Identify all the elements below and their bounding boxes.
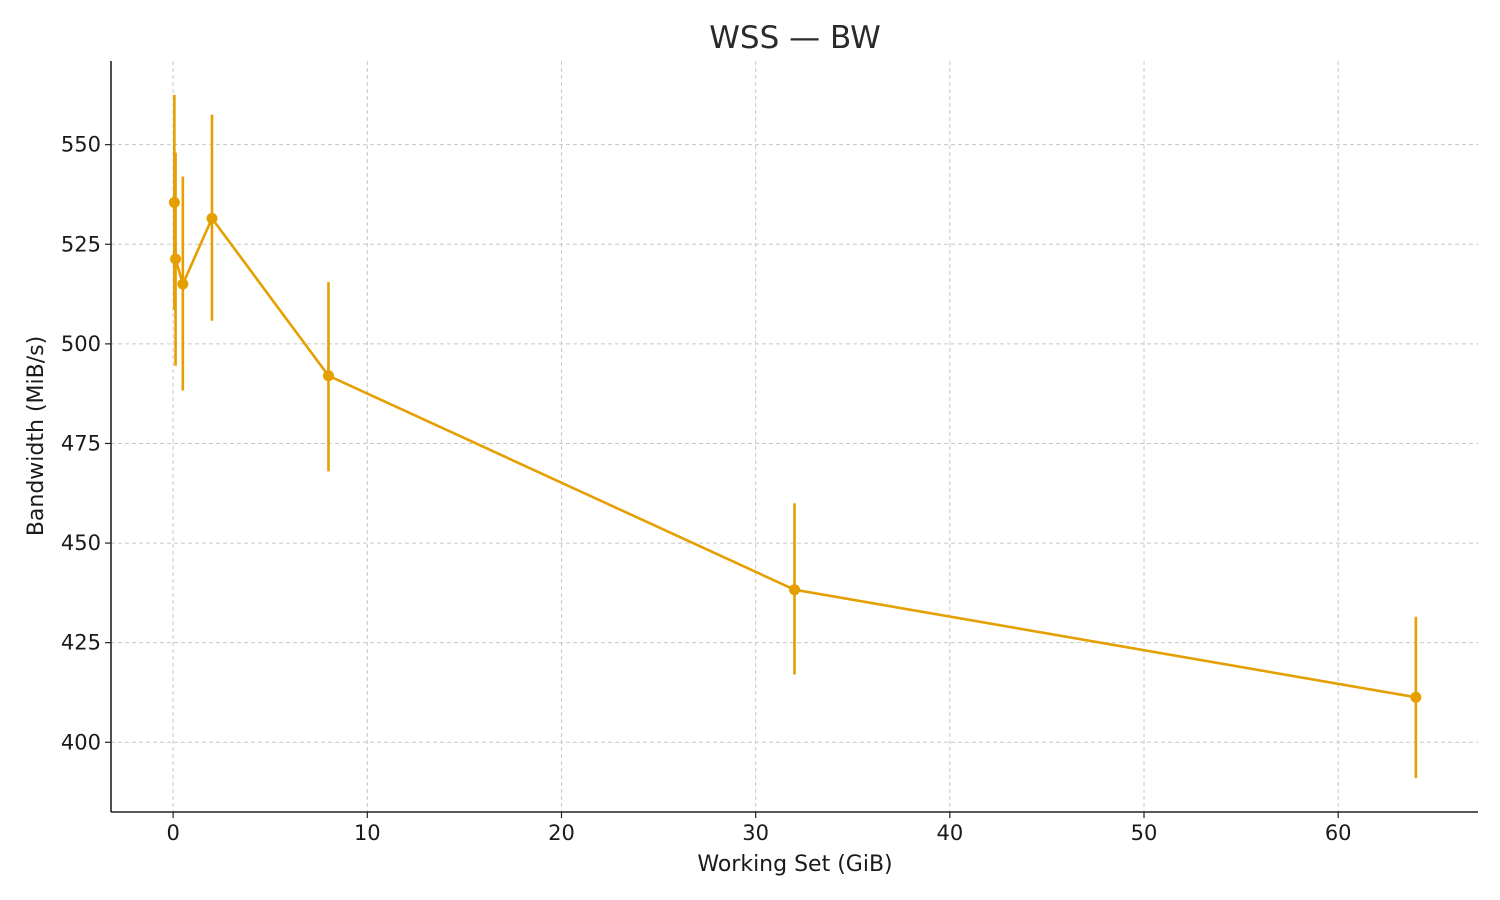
chart-title: WSS — BW (709, 20, 881, 56)
x-tick-label: 0 (166, 821, 179, 845)
data-point (168, 196, 180, 208)
x-tick-label: 40 (936, 821, 963, 845)
data-point (322, 370, 334, 382)
series (168, 94, 1422, 779)
y-tick-label: 425 (61, 631, 101, 655)
y-tick-label: 500 (61, 332, 101, 356)
y-tick-label: 550 (61, 133, 101, 157)
x-tick-label: 10 (354, 821, 381, 845)
x-axis-label: Working Set (GiB) (697, 852, 892, 877)
x-tick-label: 50 (1131, 821, 1158, 845)
data-point (170, 253, 182, 265)
data-point (789, 584, 800, 596)
x-tick-label: 20 (548, 821, 575, 845)
y-tick-label: 475 (61, 431, 101, 455)
data-point (177, 278, 189, 290)
y-tick-label: 400 (61, 730, 101, 754)
tick-labels: 0 10 20 30 40 50 60 400 425 450 475 500 525 550 (61, 133, 1352, 845)
y-tick-label: 525 (61, 232, 101, 256)
data-point (206, 212, 218, 224)
grid (111, 61, 1478, 812)
axes (110, 61, 1478, 813)
y-tick-label: 450 (61, 531, 101, 555)
data-point (1410, 691, 1422, 703)
x-tick-label: 60 (1325, 821, 1352, 845)
y-axis-label: Bandwidth (MiB/s) (24, 336, 49, 536)
x-tick-label: 30 (742, 821, 769, 845)
